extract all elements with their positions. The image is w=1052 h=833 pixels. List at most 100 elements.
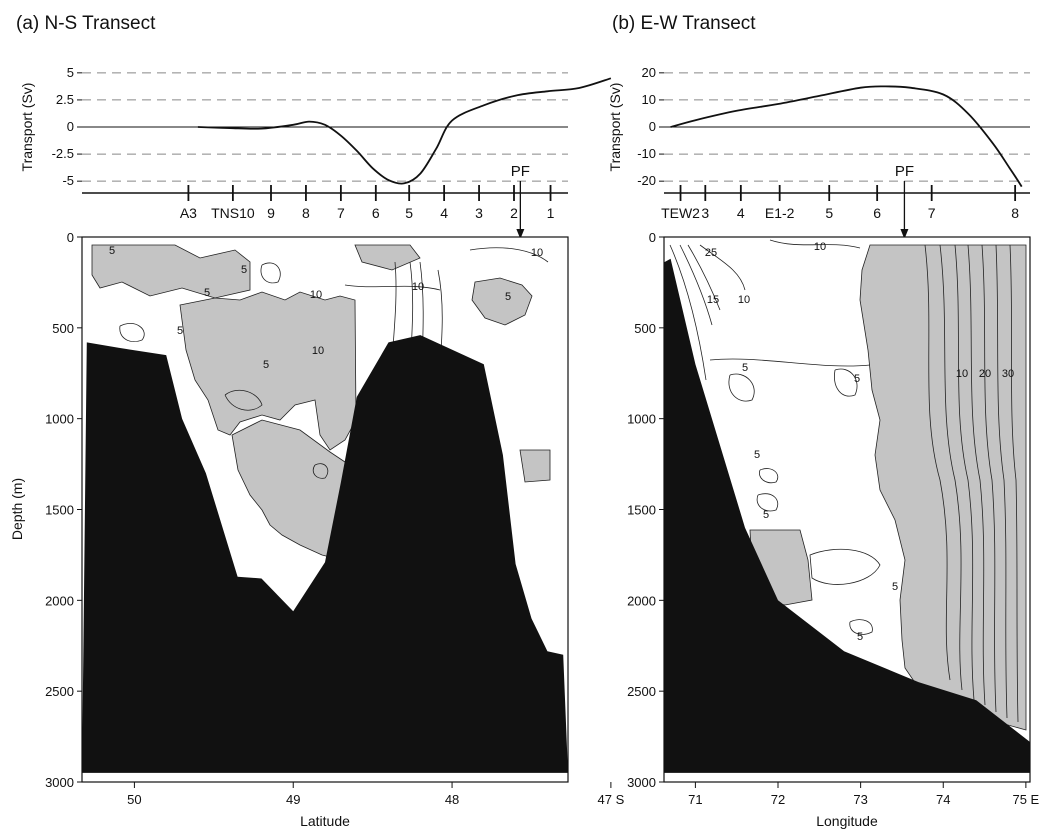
panel-a-depth-ticks: 0 500 1000 1500 2000 2500 3000 [45,230,82,790]
panel-a-transport-yticks: 5 2.5 0 -2.5 -5 [52,65,82,188]
panel-b-xlabel: Longitude [816,813,878,829]
panel-a-ns-transect: (a) N-S Transect 5 2.5 0 -2.5 -5 Transport (… [9,13,625,829]
panel-a-transport-plot: 5 2.5 0 -2.5 -5 Transport (Sv) [19,65,612,188]
panel-b-east-contours [924,244,1019,723]
contour-label: 10 [738,294,750,306]
depth-tick-label: 1000 [627,412,656,427]
x-tick-label: 75 E [1012,792,1039,807]
depth-tick-label: 500 [52,321,74,336]
panel-b-transport-ylabel: Transport (Sv) [607,83,623,172]
panel-b-contour-w10 [759,468,779,484]
depth-tick-label: 3000 [45,775,74,790]
panel-b-contour-e2 [939,244,963,691]
transport-ytick-label: 0 [67,119,74,134]
depth-tick-label: 3000 [627,775,656,790]
panel-b-contour-w5 [709,358,871,367]
panel-b-contour-e5 [981,244,997,713]
panel-b-longitude-ticks: 71 72 73 74 75 E [688,782,1040,807]
station-label: 7 [928,205,936,221]
x-tick-label: 47 S [598,792,625,807]
panel-b-west-contours [669,239,881,635]
panel-b-contour-w6 [728,373,755,402]
station-label: 3 [701,205,709,221]
contour-label: 10 [531,247,543,259]
contour-label: 5 [109,245,115,257]
polar-front-label: PF [511,163,530,180]
contour-label: 5 [892,581,898,593]
polar-front-arrowhead [516,229,525,239]
panel-a-contour-7 [344,284,441,291]
station-label: 8 [1011,205,1019,221]
panel-b-transport-yticks: 20 10 0 -10 -20 [637,65,664,188]
polar-front-arrowhead [900,229,909,239]
panel-a-contour-9 [469,247,549,263]
transport-ytick-label: -2.5 [52,146,74,161]
contour-label: 20 [979,368,991,380]
panel-b-transport-line [670,85,1023,188]
panel-b-contour-e3 [954,244,975,701]
contour-label: 10 [814,241,826,253]
station-label: 4 [737,205,745,221]
panel-b-contour-w3 [687,244,721,311]
x-tick-label: 74 [936,792,950,807]
panel-a-station-axis: A3 TNS10 9 8 7 6 5 4 3 2 1 PF [82,163,568,246]
depth-tick-label: 1500 [627,503,656,518]
station-label: 5 [405,205,413,221]
panel-a-title: (a) N-S Transect [16,13,156,34]
station-label: 7 [337,205,345,221]
panel-b-transport-gridlines [664,72,1030,182]
station-label: A3 [180,205,197,221]
panel-b-contour-w8 [809,548,881,585]
panel-a-shade-right-lobe [471,277,533,326]
station-label: 6 [372,205,380,221]
panel-b-contour-labels: 25 15 10 10 5 5 5 5 5 5 10 20 30 [705,241,1014,643]
panel-a-transport-line [197,77,612,185]
station-label: 8 [302,205,310,221]
contour-label: 5 [263,359,269,371]
x-tick-label: 49 [286,792,300,807]
contour-label: 5 [754,449,760,461]
x-tick-label: 50 [127,792,141,807]
panel-b-contour-e7 [1009,244,1019,723]
contour-label: 5 [742,362,748,374]
x-tick-label: 72 [771,792,785,807]
depth-tick-label: 2000 [627,593,656,608]
station-label: E1-2 [765,205,795,221]
panel-a-contour-8 [119,323,145,343]
transport-ytick-label: 10 [642,92,656,107]
panel-b-contour-e1 [924,244,951,681]
depth-tick-label: 2500 [45,684,74,699]
depth-tick-label: 500 [634,321,656,336]
panel-a-transport-ylabel: Transport (Sv) [19,83,35,172]
panel-b-contour-e4 [967,244,986,706]
panel-a-contour-12 [224,389,263,411]
panel-a-transport-gridlines [82,72,568,182]
panel-a-shade-top-mid [354,244,421,271]
panel-a-bathymetry [82,335,568,773]
contour-label: 10 [412,281,424,293]
contour-label: 15 [707,294,719,306]
panel-a-xlabel: Latitude [300,813,350,829]
panel-b-contour-w2 [679,244,713,326]
station-label: 1 [547,205,555,221]
transport-ytick-label: -10 [637,146,656,161]
panel-b-contour-w4 [699,244,746,291]
station-label: 2 [510,205,518,221]
contour-label: 5 [177,325,183,337]
station-label: 4 [440,205,448,221]
contour-label: 5 [857,631,863,643]
contour-label: 5 [854,373,860,385]
contour-label: 5 [241,264,247,276]
depth-tick-label: 0 [67,230,74,245]
panel-b-contour-w1 [669,244,707,381]
depth-tick-label: 2000 [45,593,74,608]
panel-a-latitude-ticks: 50 49 48 47 S [127,782,625,807]
station-label: 9 [267,205,275,221]
transport-ytick-label: -20 [637,173,656,188]
panel-a-shaded-regions [91,244,551,561]
panel-b-contour-w9 [849,619,873,635]
station-label: TEW2 [661,205,700,221]
transport-ytick-label: 0 [649,119,656,134]
x-tick-label: 73 [853,792,867,807]
